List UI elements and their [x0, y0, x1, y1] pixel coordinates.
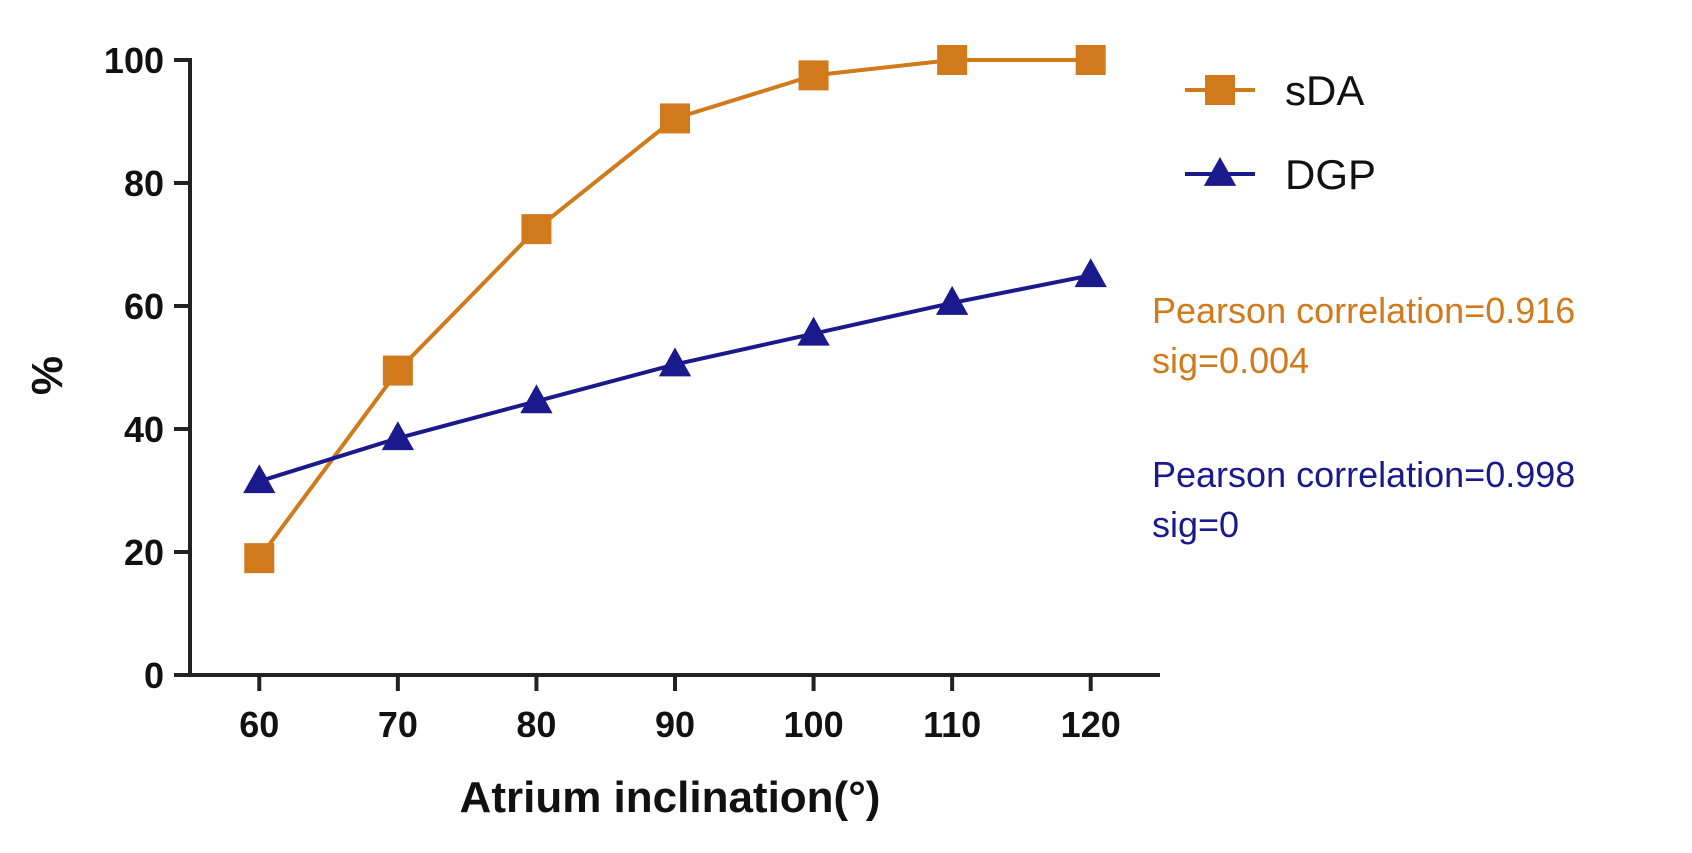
chart-annotations: Pearson correlation=0.916sig=0.004Pearso… — [1152, 290, 1575, 545]
data-point-sda — [937, 45, 968, 75]
y-tick-label: 40 — [124, 409, 164, 450]
x-tick-label: 60 — [239, 704, 279, 745]
data-point-sda — [244, 543, 275, 574]
legend-marker-square — [1205, 75, 1235, 105]
data-point-dgp — [1074, 258, 1107, 288]
data-point-dgp — [935, 285, 969, 315]
pearson-annotation-sda: Pearson correlation=0.916 sig=0.004 — [1152, 290, 1575, 381]
data-point-sda — [521, 214, 552, 245]
x-tick-label: 90 — [655, 704, 695, 745]
y-tick-label: 20 — [124, 532, 164, 573]
y-tick-label: 0 — [144, 655, 164, 696]
pearson-correlation-label: Pearson correlation=0.998 — [1152, 454, 1575, 495]
legend-label: sDA — [1285, 67, 1364, 114]
pearson-annotation-dgp: Pearson correlation=0.998 sig=0 — [1152, 454, 1575, 545]
y-tick-label: 60 — [124, 286, 164, 327]
series-layer — [243, 45, 1107, 574]
data-point-dgp — [520, 384, 553, 414]
data-point-dgp — [381, 421, 415, 451]
data-point-dgp — [797, 316, 830, 346]
y-tick-label: 80 — [124, 163, 164, 204]
series-line-sda — [257, 58, 1091, 560]
x-tick-label: 110 — [923, 704, 981, 745]
data-point-sda — [660, 103, 690, 134]
data-point-dgp — [658, 347, 692, 377]
legend-label: DGP — [1285, 151, 1376, 198]
chart-axes: 0 20 40 60 80 100 60 70 80 90 100 110 120 Atrium incl… — [23, 40, 1160, 822]
data-point-sda — [382, 355, 413, 386]
series-sda — [244, 45, 1106, 574]
x-tick-label: 70 — [378, 704, 418, 745]
legend-marker-triangle — [1203, 157, 1237, 186]
pearson-correlation-label: Pearson correlation=0.916 — [1152, 290, 1575, 331]
data-point-sda — [1075, 45, 1106, 75]
x-tick-label: 100 — [784, 704, 844, 745]
x-tick-label: 80 — [516, 704, 556, 745]
series-dgp — [243, 258, 1107, 494]
significance-label: sig=0 — [1152, 504, 1239, 545]
x-tick-label: 120 — [1061, 704, 1121, 745]
legend-item-sda: sDA — [1185, 67, 1364, 114]
chart-legend: sDA DGP — [1185, 67, 1376, 198]
x-axis-title: Atrium inclination(°) — [460, 773, 881, 822]
y-tick-label: 100 — [104, 40, 164, 81]
data-point-sda — [798, 60, 829, 91]
significance-label: sig=0.004 — [1152, 340, 1309, 381]
legend-item-dgp: DGP — [1185, 151, 1376, 198]
y-axis-title: % — [23, 356, 72, 395]
data-point-dgp — [243, 464, 276, 494]
